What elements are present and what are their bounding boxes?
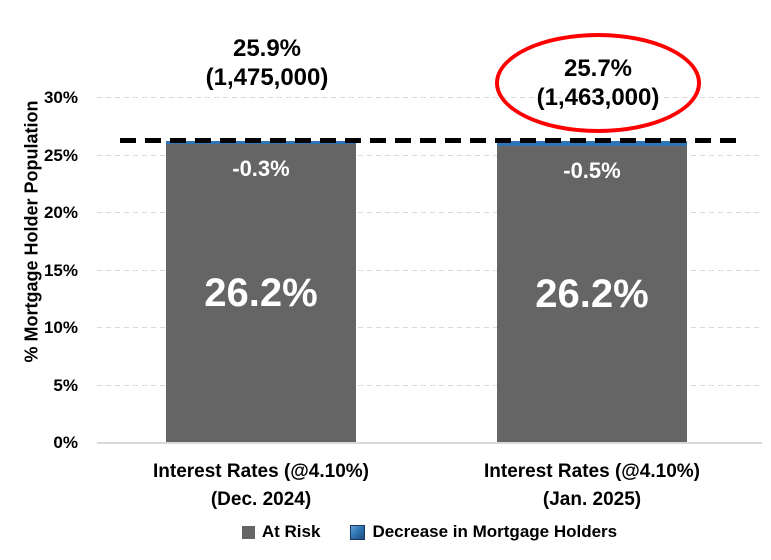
bar-decrease-segment	[497, 140, 687, 147]
category-label: Interest Rates (@4.10%) (Dec. 2024)	[96, 458, 426, 514]
annotation-percent: 25.9%	[232, 35, 302, 62]
bar-at-risk-segment: -0.5% 26.2%	[497, 146, 687, 442]
legend-swatch-icon	[350, 524, 366, 540]
bar-at-risk-segment: -0.3% 26.2%	[166, 144, 356, 442]
total-label: 26.2%	[535, 271, 649, 316]
annotation-count: (1,463,000)	[536, 84, 660, 111]
annotation: 25.7% (1,463,000)	[478, 54, 718, 112]
legend: At Risk Decrease in Mortgage Holders	[97, 522, 762, 542]
legend-entry-at-risk: At Risk	[241, 522, 321, 542]
gridline	[97, 154, 762, 156]
gridline	[97, 269, 762, 271]
bar-jan-2025: -0.5% 26.2%	[497, 140, 687, 442]
y-tick-label: 0%	[53, 433, 78, 452]
x-axis-line	[97, 442, 762, 444]
y-tick-label: 20%	[43, 203, 78, 222]
gridline	[97, 212, 762, 213]
y-tick-label: 5%	[53, 375, 78, 395]
category-label-line2: (Dec. 2024)	[210, 489, 312, 510]
gridline	[97, 384, 762, 386]
gridline	[97, 327, 762, 328]
total-label: 26.2%	[204, 270, 318, 315]
decrease-label: -0.3%	[232, 156, 290, 182]
legend-label: At Risk	[261, 522, 321, 541]
legend-label: Decrease in Mortgage Holders	[372, 522, 618, 541]
y-tick-label: 10%	[43, 318, 78, 337]
category-label-line1: Interest Rates (@4.10%)	[484, 461, 700, 482]
bar-dec-2024: -0.3% 26.2%	[166, 140, 356, 442]
category-label: Interest Rates (@4.10%) (Jan. 2025)	[427, 458, 757, 514]
y-tick-label: 15%	[43, 260, 78, 280]
annotation: 25.9% (1,475,000)	[147, 34, 387, 92]
category-label-line2: (Jan. 2025)	[542, 489, 642, 510]
legend-swatch-icon	[241, 525, 255, 539]
reference-dashed-line	[120, 138, 738, 144]
legend-entry-decrease: Decrease in Mortgage Holders	[350, 522, 617, 542]
annotation-percent: 25.7%	[563, 55, 633, 82]
annotation-count: (1,475,000)	[205, 64, 329, 91]
annotation-circle	[495, 33, 701, 133]
decrease-label: -0.5%	[563, 158, 621, 184]
category-label-line1: Interest Rates (@4.10%)	[153, 461, 369, 482]
gridline	[97, 97, 762, 98]
y-tick-label: 30%	[43, 88, 78, 107]
y-tick-label: 25%	[43, 145, 78, 165]
